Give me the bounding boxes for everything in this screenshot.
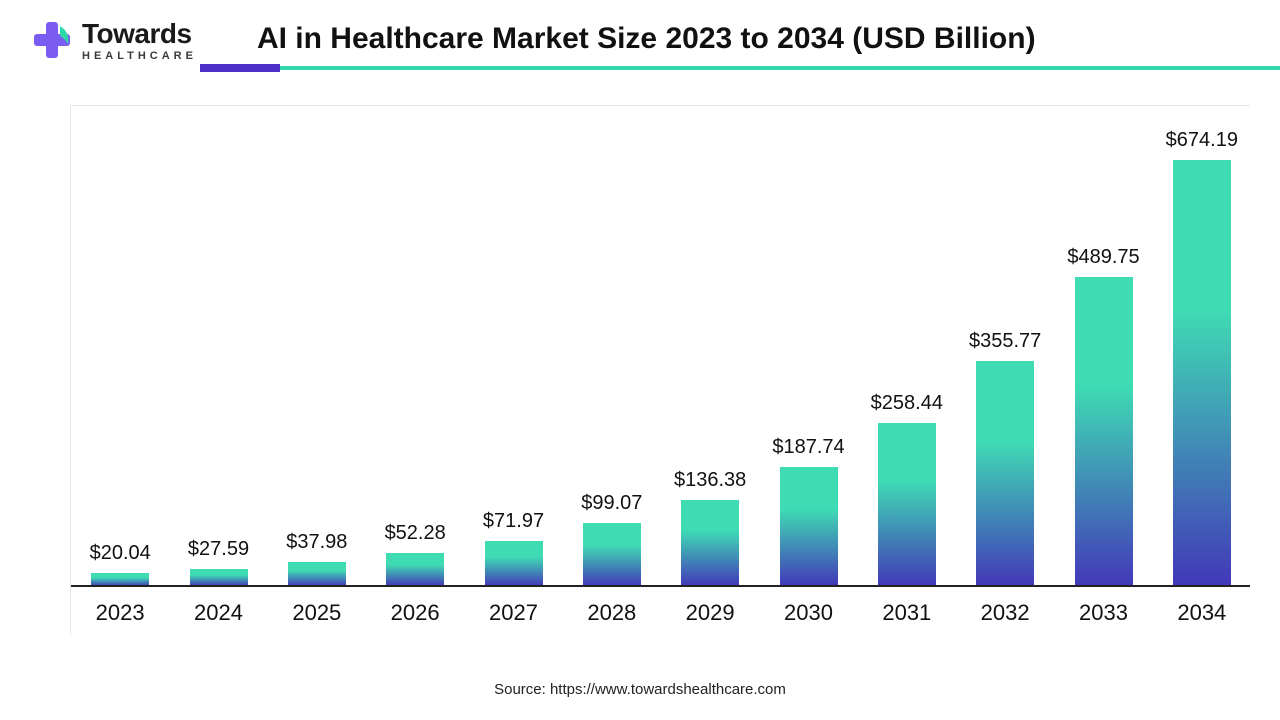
header: Towards HEALTHCARE AI in Healthcare Mark… [0,0,1280,62]
bar [190,569,248,586]
x-axis-label: 2034 [1153,600,1251,626]
bar [1173,160,1231,586]
bar-chart: $20.04$27.59$37.98$52.28$71.97$99.07$136… [70,105,1250,635]
bar [288,562,346,586]
title-divider [200,64,1280,72]
bar [485,541,543,586]
divider-teal [280,66,1280,70]
x-axis-label: 2025 [268,600,366,626]
bar [583,523,641,586]
logo-main: Towards [82,18,197,50]
bar-value-label: $99.07 [552,492,672,515]
x-axis-label: 2030 [760,600,858,626]
x-axis-label: 2031 [858,600,956,626]
chart-title: AI in Healthcare Market Size 2023 to 203… [257,22,1036,56]
bar [386,553,444,586]
x-axis-label: 2032 [956,600,1054,626]
x-axis-label: 2024 [170,600,268,626]
plot-area: $20.04$27.59$37.98$52.28$71.97$99.07$136… [71,106,1251,586]
x-axis-label: 2023 [71,600,169,626]
bar-value-label: $136.38 [650,469,770,492]
divider-purple [200,64,280,72]
bar [780,467,838,586]
logo-sub: HEALTHCARE [82,50,197,62]
logo-text: Towards HEALTHCARE [82,18,197,62]
bar [1075,277,1133,586]
bar-value-label: $187.74 [749,436,869,459]
bar-value-label: $258.44 [847,392,967,415]
logo: Towards HEALTHCARE [30,18,197,62]
bar [976,361,1034,586]
bar-value-label: $489.75 [1044,246,1164,269]
x-axis-label: 2028 [563,600,661,626]
x-axis-label: 2026 [366,600,464,626]
bar-value-label: $355.77 [945,330,1065,353]
bar [878,423,936,586]
x-axis-baseline [71,585,1250,587]
logo-icon [30,18,74,62]
source-text: Source: https://www.towardshealthcare.co… [0,681,1280,698]
bar-value-label: $674.19 [1142,129,1262,152]
x-axis-label: 2027 [465,600,563,626]
x-axis-label: 2029 [661,600,759,626]
bar [681,500,739,586]
x-axis-label: 2033 [1055,600,1153,626]
